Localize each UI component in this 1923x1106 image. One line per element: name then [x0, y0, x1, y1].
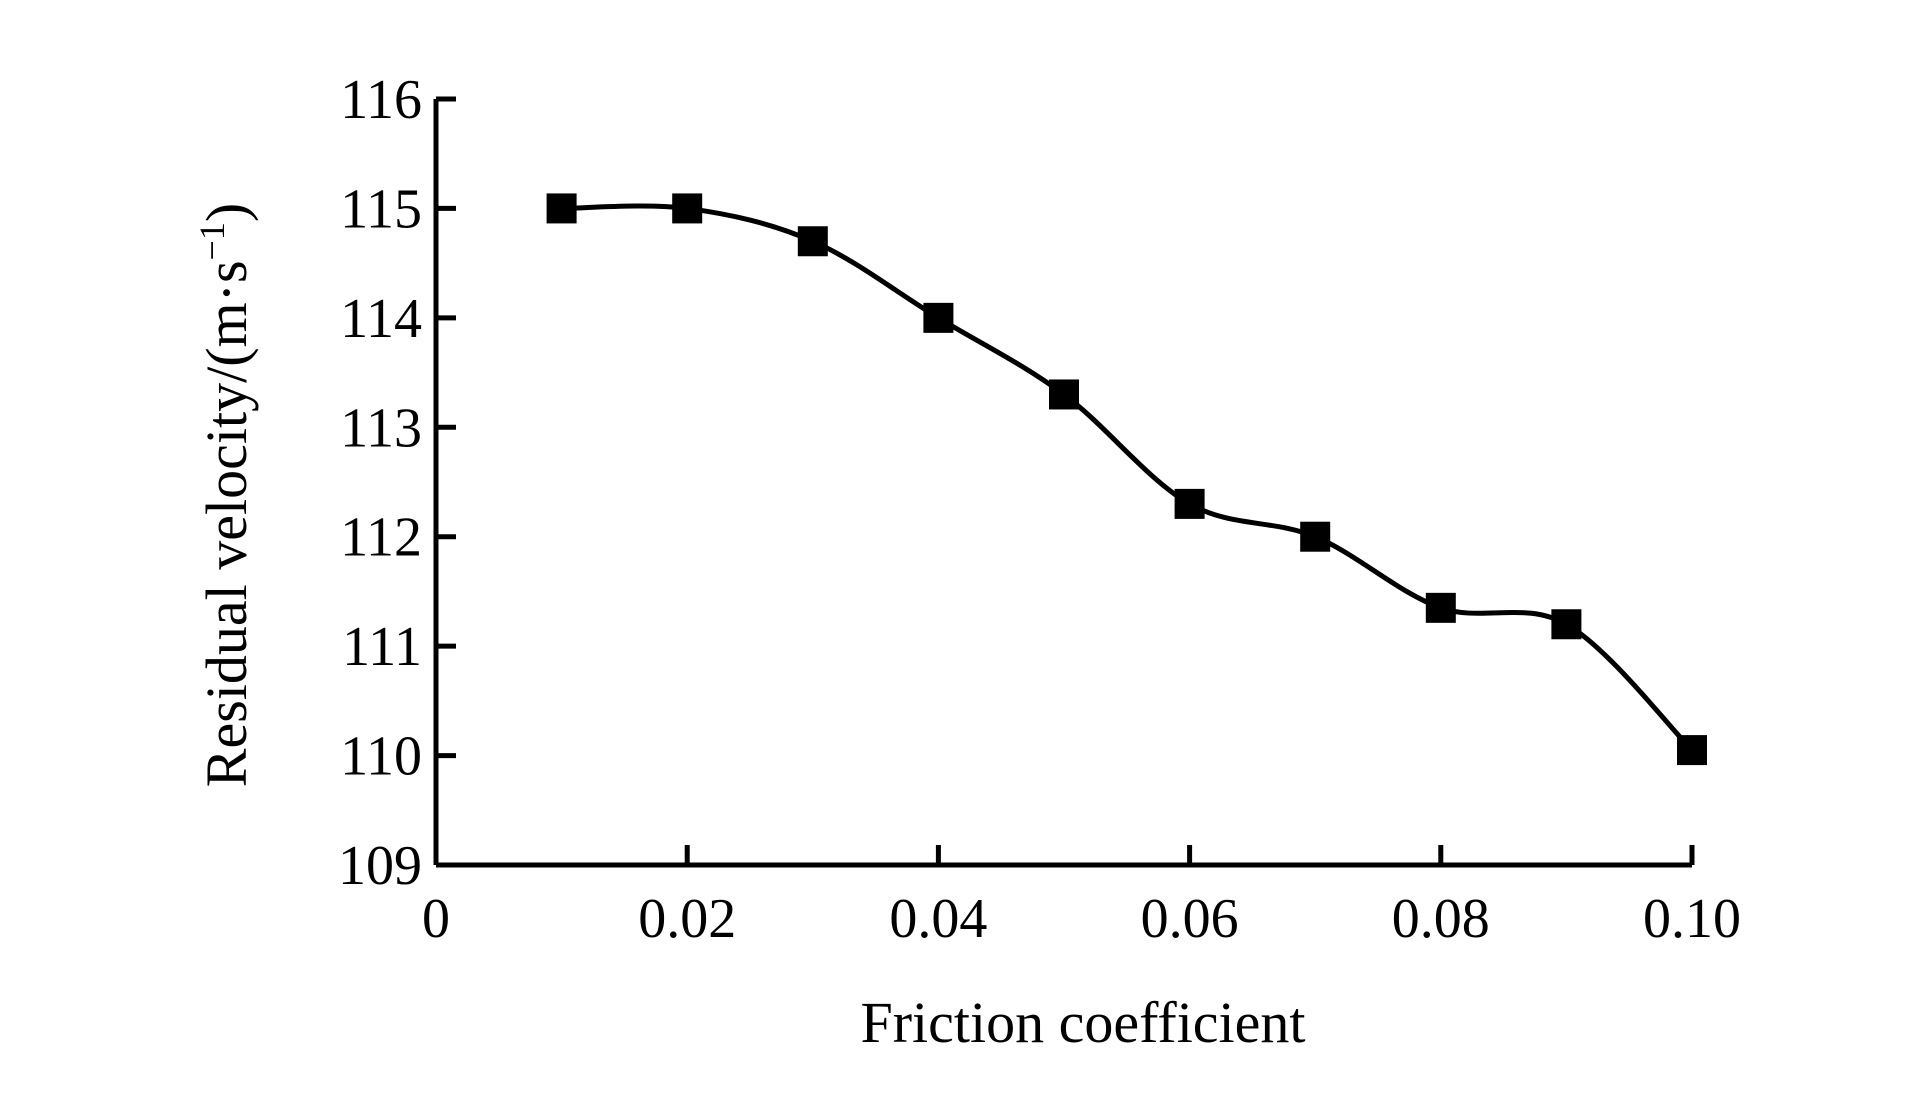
data-point-marker: [1551, 609, 1582, 640]
series-line: [561, 203, 1694, 752]
axes: [433, 99, 1692, 868]
x-tick-label: 0: [422, 888, 450, 950]
data-point-marker: [672, 193, 703, 224]
y-tick-label: 113: [340, 397, 422, 459]
y-axis-title: Residual velocity/(m·s−1): [192, 203, 259, 787]
x-tick-label: 0.02: [638, 888, 736, 950]
data-point-marker: [923, 302, 954, 333]
y-tick-label: 116: [340, 69, 422, 131]
y-tick-label: 115: [340, 178, 422, 240]
y-axis-ticks: 109 110 111 112 113 114 115 116: [338, 69, 456, 897]
data-point-marker: [546, 193, 577, 224]
y-tick-label: 110: [340, 726, 422, 788]
x-tick-label: 0.04: [889, 888, 987, 950]
y-tick-label: 109: [338, 835, 422, 897]
x-tick-label: 0.10: [1643, 888, 1741, 950]
y-axis-title-superscript: −1: [192, 222, 232, 260]
data-point-marker: [1174, 488, 1205, 519]
y-axis-title-close: ): [194, 203, 259, 222]
x-axis-title: Friction coefficient: [860, 990, 1305, 1055]
y-axis-title-main: Residual velocity/(m·s: [194, 260, 259, 787]
data-point-marker: [1425, 592, 1456, 623]
x-axis-ticks: 0 0.02 0.04 0.06 0.08 0.10: [422, 845, 1741, 950]
y-tick-label: 111: [342, 616, 422, 678]
y-tick-label: 114: [340, 288, 422, 350]
y-tick-label: 112: [340, 507, 422, 569]
data-series: [546, 193, 1707, 766]
x-tick-label: 0.08: [1392, 888, 1490, 950]
x-tick-label: 0.06: [1141, 888, 1239, 950]
data-point-marker: [1677, 735, 1707, 766]
data-point-marker: [797, 226, 828, 257]
data-point-marker: [1049, 379, 1079, 410]
data-point-marker: [1300, 521, 1331, 552]
